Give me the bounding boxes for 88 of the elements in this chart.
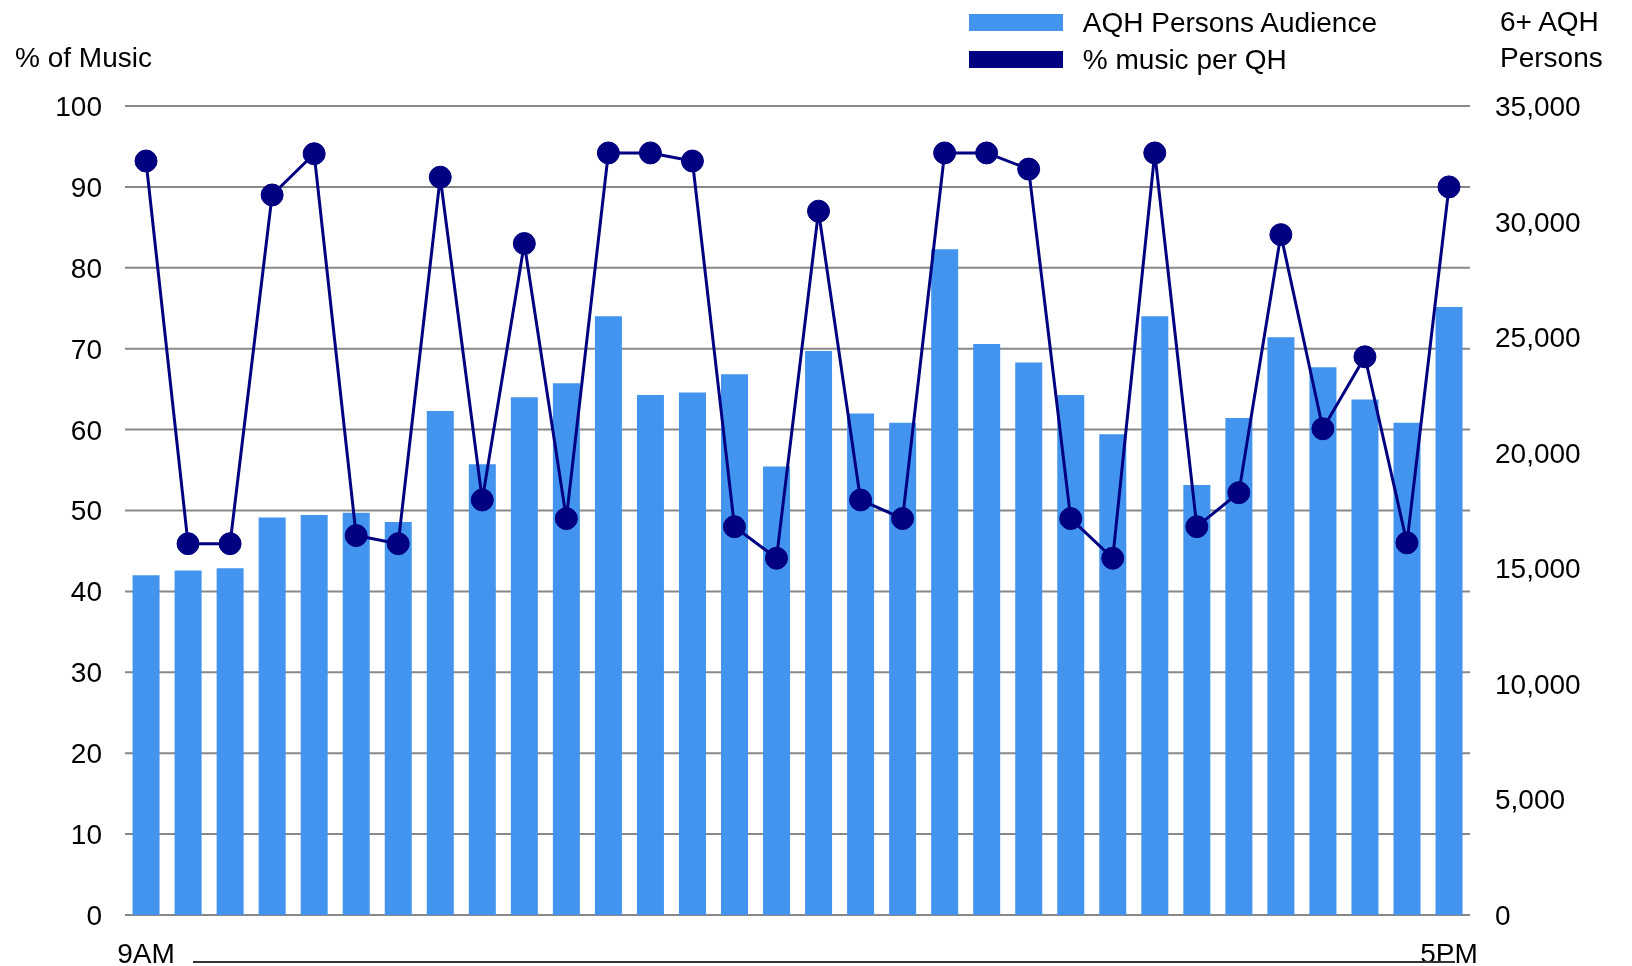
bar [1015, 362, 1043, 915]
x-tick-label: 9AM [117, 937, 175, 966]
point [554, 507, 578, 531]
y-tick-label: 70 [70, 333, 102, 365]
y-tick-label: 80 [70, 252, 102, 284]
point [1143, 141, 1167, 165]
point [596, 141, 620, 165]
y2-axis-title: 6+ AQH Persons [1500, 5, 1604, 75]
y2-tick-label: 15,000 [1495, 553, 1581, 585]
y2-tick-label: 25,000 [1495, 322, 1581, 354]
point [1017, 157, 1041, 181]
bar [384, 522, 412, 915]
point [849, 488, 873, 512]
y-tick-label: 30 [70, 657, 102, 689]
bar [636, 394, 664, 915]
y-tick-label: 60 [70, 414, 102, 446]
point [933, 141, 957, 165]
point [638, 141, 662, 165]
bar [1141, 316, 1169, 915]
point [1395, 531, 1419, 555]
bar [805, 351, 833, 915]
bar [889, 422, 917, 915]
y-tick-label: 90 [70, 171, 102, 203]
point [1437, 175, 1461, 199]
bar [258, 517, 286, 915]
point [680, 149, 704, 173]
y2-tick-label: 0 [1495, 899, 1511, 931]
point [386, 532, 410, 556]
legend-label: % music per QH [1082, 43, 1287, 76]
y-tick-label: 10 [70, 819, 102, 851]
y2-tick-label: 20,000 [1495, 437, 1581, 469]
point [891, 507, 915, 531]
bar [1225, 418, 1253, 915]
y-axis-title: % of Music [15, 41, 152, 75]
bar [1393, 422, 1421, 915]
point [807, 199, 831, 223]
point [1101, 546, 1125, 570]
point [975, 141, 999, 165]
y-tick-label: 100 [55, 90, 102, 122]
point [260, 183, 284, 207]
y-tick-label: 40 [70, 576, 102, 608]
point [1269, 223, 1293, 247]
point [764, 546, 788, 570]
point [134, 149, 158, 173]
bar [931, 249, 959, 915]
y2-tick-label: 10,000 [1495, 668, 1581, 700]
point [344, 524, 368, 548]
bar [468, 464, 496, 915]
bar [763, 466, 791, 915]
bar [847, 413, 875, 915]
bar [174, 570, 202, 915]
bar [1309, 367, 1337, 915]
y-tick-label: 20 [70, 738, 102, 770]
bar [594, 316, 622, 915]
point [1227, 481, 1251, 505]
y2-tick-label: 5,000 [1495, 784, 1566, 816]
bar [216, 568, 244, 915]
point [1185, 515, 1209, 539]
point [428, 165, 452, 189]
bar [342, 512, 370, 915]
point [512, 232, 536, 256]
y2-tick-label: 35,000 [1495, 90, 1581, 122]
y-tick-label: 50 [70, 495, 102, 527]
point [302, 142, 326, 166]
bar [1057, 394, 1085, 915]
bar [552, 383, 580, 915]
bar [678, 392, 706, 915]
point [176, 532, 200, 556]
point [1311, 417, 1335, 441]
bar [1183, 485, 1211, 915]
y-tick-label: 0 [86, 899, 102, 931]
point [218, 532, 242, 556]
bar [1435, 307, 1463, 915]
point [1059, 507, 1083, 531]
point [1353, 345, 1377, 369]
bar [132, 575, 160, 915]
bar [426, 411, 454, 915]
bar [973, 344, 1001, 915]
bar [1099, 434, 1127, 915]
y2-tick-label: 30,000 [1495, 206, 1581, 238]
bar [510, 397, 538, 915]
bar [1267, 337, 1295, 915]
bar [721, 374, 748, 915]
legend-label: AQH Persons Audience [1082, 6, 1377, 39]
point [722, 515, 746, 539]
bar [1351, 399, 1379, 915]
point [470, 488, 494, 512]
bar [300, 515, 328, 915]
